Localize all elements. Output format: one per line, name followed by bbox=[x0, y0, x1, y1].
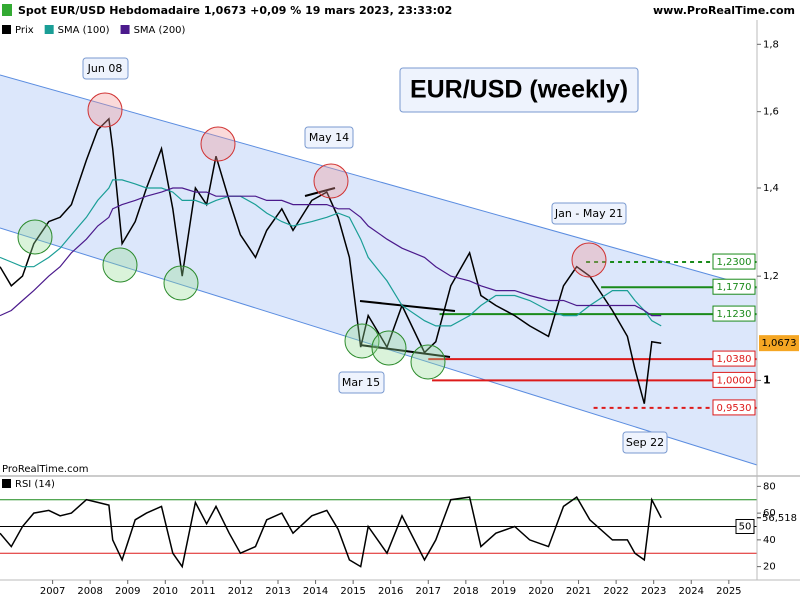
y-tick-label: 40 bbox=[763, 535, 776, 546]
level-label: 1,2300 bbox=[717, 257, 752, 268]
chart-title: EUR/USD (weekly) bbox=[410, 76, 628, 104]
legend-label: SMA (100) bbox=[58, 25, 110, 36]
legend-label: SMA (200) bbox=[134, 25, 186, 36]
annotation-box bbox=[338, 371, 385, 394]
trend-line bbox=[359, 300, 456, 312]
level-label: 1,0000 bbox=[717, 375, 752, 386]
bottom-circle bbox=[163, 265, 199, 301]
title-box bbox=[399, 67, 639, 113]
bottom-circle bbox=[344, 323, 380, 359]
y-tick-label: 20 bbox=[763, 562, 776, 573]
circles bbox=[17, 92, 607, 380]
top-circle bbox=[87, 92, 123, 128]
level-label-box bbox=[712, 350, 756, 367]
level-label: 0,9530 bbox=[717, 403, 752, 414]
legend-label: Prix bbox=[15, 25, 34, 36]
price-tag bbox=[759, 335, 799, 352]
x-tick-label: 2013 bbox=[265, 586, 290, 597]
y-tick-label: 1,4 bbox=[763, 183, 779, 194]
level-label: 1,1230 bbox=[717, 309, 752, 320]
x-tick-label: 2008 bbox=[77, 586, 102, 597]
series-line bbox=[0, 187, 662, 317]
x-tick-label: 2007 bbox=[40, 586, 65, 597]
level-label-box bbox=[712, 278, 756, 295]
x-tick-label: 2022 bbox=[603, 586, 628, 597]
level-label: 1,1770 bbox=[717, 282, 752, 293]
channel-top bbox=[0, 74, 758, 289]
x-tick-label: 2021 bbox=[566, 586, 591, 597]
header-bar bbox=[0, 0, 800, 20]
x-tick-label: 2018 bbox=[453, 586, 478, 597]
bottom-circle bbox=[17, 219, 53, 255]
bottom-circle bbox=[410, 344, 446, 380]
y-tick-label: 1,2 bbox=[763, 271, 779, 282]
x-tick-label: 2009 bbox=[115, 586, 140, 597]
annotation: Sep 22 bbox=[626, 436, 664, 449]
legend-swatch bbox=[44, 25, 54, 34]
legend-label: RSI (14) bbox=[15, 479, 55, 490]
x-tick-label: 2011 bbox=[190, 586, 215, 597]
y-tick-label: 1 bbox=[763, 373, 771, 386]
annotation: Jun 08 bbox=[87, 62, 123, 75]
x-tick-label: 2010 bbox=[153, 586, 178, 597]
level-label-box bbox=[712, 371, 756, 388]
top-circle bbox=[313, 163, 349, 199]
bottom-circle bbox=[102, 247, 138, 283]
top-circle bbox=[571, 242, 607, 278]
x-tick-label: 2023 bbox=[641, 586, 666, 597]
series-line bbox=[0, 179, 662, 327]
legend: Prix SMA (100) SMA (200) bbox=[2, 25, 186, 36]
annotations: Jun 08 May 14 Mar 15 Jan - May 21 Sep 22… bbox=[82, 57, 668, 454]
y-tick-label: 1,8 bbox=[763, 39, 779, 50]
trend-line bbox=[359, 344, 451, 358]
y-tick-label: 80 bbox=[763, 481, 776, 492]
annotation: Jan - May 21 bbox=[554, 207, 623, 220]
annotation-box bbox=[551, 202, 627, 225]
annotation-box bbox=[304, 126, 354, 149]
legend-swatch bbox=[2, 479, 11, 488]
x-tick-label: 2020 bbox=[528, 586, 553, 597]
x-tick-label: 2016 bbox=[378, 586, 403, 597]
trend-line bbox=[304, 187, 336, 197]
annotation-box bbox=[82, 57, 129, 80]
x-tick-label: 2014 bbox=[303, 586, 328, 597]
header-site: www.ProRealTime.com bbox=[653, 4, 795, 17]
y-tick-label: 60 bbox=[763, 508, 776, 519]
level-label-box bbox=[712, 399, 756, 416]
legend-swatch bbox=[2, 25, 11, 34]
annotation: Mar 15 bbox=[342, 376, 380, 389]
top-circle bbox=[200, 126, 236, 162]
x-tick-label: 2015 bbox=[340, 586, 365, 597]
level-label: 1,0380 bbox=[717, 354, 752, 365]
series-line bbox=[0, 496, 662, 569]
watermark: ProRealTime.com bbox=[2, 464, 88, 475]
x-tick-label: 2019 bbox=[491, 586, 516, 597]
x-tick-label: 2017 bbox=[416, 586, 441, 597]
x-tick-label: 2025 bbox=[716, 586, 741, 597]
annotation: May 14 bbox=[309, 131, 349, 144]
icon bbox=[2, 4, 12, 16]
bottom-circle bbox=[371, 330, 407, 366]
rsi-level-label: 50 bbox=[739, 521, 752, 532]
rsi-level-box bbox=[735, 518, 755, 534]
rsi-last-label: 56,518 bbox=[762, 513, 797, 524]
legend-swatch bbox=[120, 25, 130, 34]
x-tick-label: 2012 bbox=[228, 586, 253, 597]
y-tick-label: 1,6 bbox=[763, 107, 779, 118]
series-line bbox=[0, 117, 662, 404]
price-tag-label: 1,0673 bbox=[762, 338, 797, 349]
x-tick-label: 2024 bbox=[679, 586, 704, 597]
annotation-box bbox=[622, 431, 668, 454]
header-title: Spot EUR/USD Hebdomadaire 1,0673 +0,09 %… bbox=[18, 4, 452, 17]
level-label-box bbox=[712, 305, 756, 322]
level-label-box bbox=[712, 253, 756, 270]
